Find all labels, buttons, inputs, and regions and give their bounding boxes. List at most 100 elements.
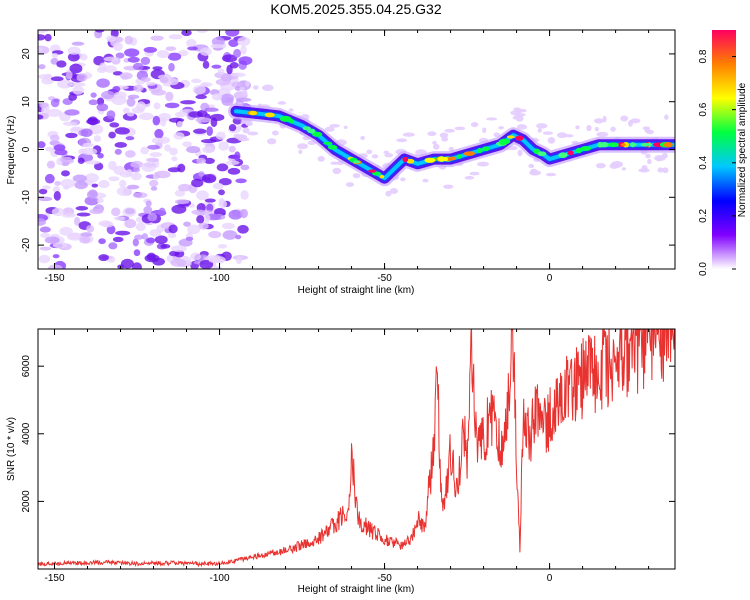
noise-blob — [190, 252, 202, 261]
noise-blob — [165, 46, 177, 51]
noise-blob — [106, 110, 116, 120]
noise-blob — [114, 148, 122, 155]
ridge-hotspot — [482, 146, 490, 152]
noise-blob — [211, 64, 222, 69]
halo-blob — [439, 132, 449, 139]
halo-blob — [645, 153, 651, 159]
noise-blob — [235, 256, 243, 265]
noise-blob — [235, 234, 242, 240]
noise-blob — [125, 169, 133, 177]
noise-blob — [236, 124, 243, 130]
halo-blob — [630, 118, 641, 124]
noise-blob — [164, 102, 180, 109]
colorbar-ticks: 0.0 0.2 0.4 0.6 0.8 — [698, 49, 736, 276]
noise-blob — [126, 184, 140, 190]
snr-series-line — [38, 329, 675, 568]
ridge-hotspot — [463, 151, 475, 156]
spectrogram-x-axis-label: Height of straight line (km) — [298, 285, 415, 296]
noise-blob — [192, 85, 206, 95]
noise-blob — [185, 38, 197, 47]
noise-blob — [126, 97, 136, 107]
noise-blob — [47, 264, 63, 269]
halo-blob — [513, 107, 521, 111]
noise-blob — [38, 188, 48, 195]
noise-blob — [84, 196, 99, 206]
noise-blob — [160, 243, 171, 249]
colorbar: 0.0 0.2 0.4 0.6 0.8 Normalized spectral ampl… — [698, 30, 748, 276]
ridge-hotspot — [456, 154, 463, 159]
noise-blob — [108, 242, 118, 250]
ridge-hotspot — [640, 142, 653, 147]
noise-blob — [140, 56, 151, 65]
noise-blob — [86, 118, 101, 125]
noise-blob — [174, 111, 187, 118]
halo-blob — [656, 156, 662, 162]
halo-blob — [360, 135, 365, 141]
noise-blob — [138, 112, 154, 121]
noise-blob — [182, 141, 192, 148]
noise-blob — [200, 138, 217, 144]
noise-blob — [50, 98, 60, 108]
noise-blob — [51, 53, 59, 59]
noise-blob — [59, 156, 73, 164]
noise-blob — [63, 185, 70, 190]
noise-blob — [76, 212, 91, 217]
noise-blob — [49, 134, 60, 142]
halo-blob — [242, 127, 250, 134]
noise-blob — [151, 137, 164, 144]
ridge-hotspot — [499, 140, 507, 146]
noise-blob — [82, 142, 94, 148]
noise-blob — [90, 92, 97, 98]
noise-blob — [99, 62, 107, 71]
noise-blob — [202, 146, 214, 154]
halo-blob — [384, 153, 394, 158]
noise-blob — [65, 132, 78, 139]
halo-blob — [444, 128, 456, 133]
noise-blob — [38, 30, 49, 33]
noise-blob — [46, 108, 63, 117]
noise-blob — [62, 121, 78, 126]
noise-blob — [198, 171, 205, 177]
noise-blob — [89, 208, 104, 215]
halo-blob — [271, 130, 279, 136]
noise-blob — [208, 258, 225, 264]
halo-blob — [288, 108, 294, 112]
halo-blob — [332, 167, 342, 175]
noise-blob — [66, 232, 83, 241]
noise-blob — [108, 131, 116, 139]
halo-blob — [389, 187, 399, 195]
ridge-hotspot — [279, 115, 292, 122]
noise-blob — [115, 52, 125, 59]
noise-blob — [132, 62, 144, 71]
spectrogram-ridge — [228, 103, 675, 187]
halo-blob — [261, 84, 274, 92]
noise-blob — [64, 109, 80, 116]
noise-blob — [196, 190, 209, 201]
noise-blob — [122, 207, 137, 217]
halo-blob — [247, 131, 259, 136]
ridge-hotspot — [402, 156, 409, 163]
noise-blob — [74, 180, 88, 190]
noise-blob — [135, 222, 146, 232]
noise-blob — [181, 30, 192, 37]
noise-blob — [133, 84, 144, 92]
ridge-hotspot — [368, 169, 377, 173]
noise-blob — [44, 236, 60, 244]
noise-blob — [108, 176, 120, 182]
noise-blob — [226, 64, 233, 75]
colorbar-gradient — [712, 30, 736, 269]
noise-blob — [178, 50, 189, 57]
noise-blob — [170, 258, 187, 267]
noise-blob — [119, 179, 127, 188]
ridge-hotspot — [620, 143, 626, 147]
ridge-hotspot — [249, 110, 258, 116]
noise-blob — [156, 50, 170, 59]
noise-blob — [96, 103, 109, 112]
noise-blob — [114, 142, 127, 148]
halo-blob — [343, 125, 348, 130]
noise-blob — [217, 244, 228, 249]
noise-blob — [165, 91, 174, 102]
noise-blob — [158, 112, 172, 122]
snr-ytick-label: 6000 — [21, 355, 32, 378]
noise-blob — [225, 30, 240, 37]
